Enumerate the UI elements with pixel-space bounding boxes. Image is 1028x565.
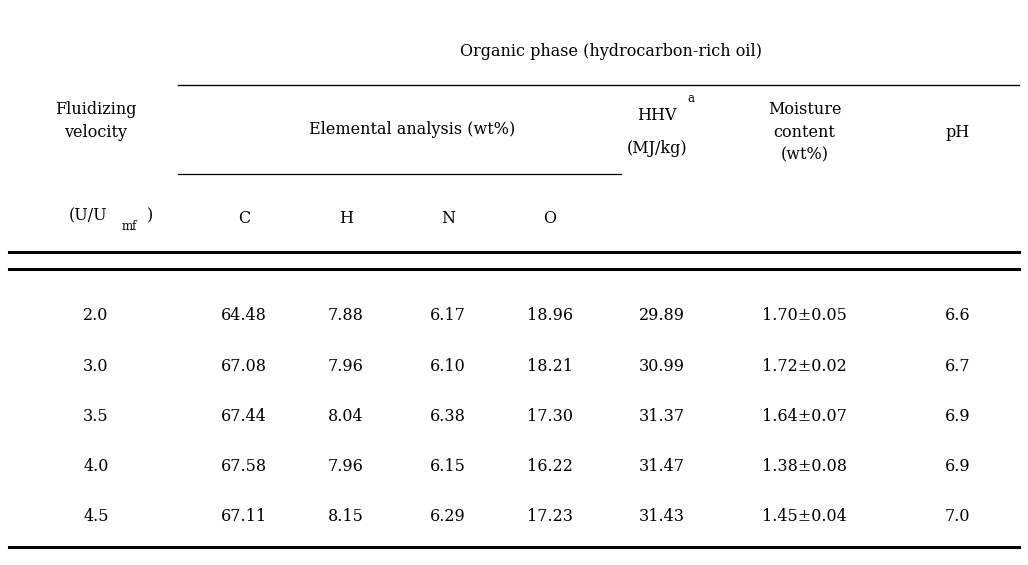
Text: 8.15: 8.15 <box>328 508 364 525</box>
Text: 6.6: 6.6 <box>945 307 970 324</box>
Text: velocity: velocity <box>65 124 127 141</box>
Text: 1.45±0.04: 1.45±0.04 <box>762 508 847 525</box>
Text: ): ) <box>147 207 153 224</box>
Text: 6.10: 6.10 <box>430 358 466 375</box>
Text: 3.5: 3.5 <box>83 407 109 425</box>
Text: mf: mf <box>122 220 138 233</box>
Text: 1.70±0.05: 1.70±0.05 <box>762 307 847 324</box>
Text: 7.96: 7.96 <box>328 358 364 375</box>
Text: 31.47: 31.47 <box>638 458 685 475</box>
Text: Fluidizing: Fluidizing <box>56 102 137 119</box>
Text: H: H <box>339 210 353 227</box>
Text: 31.43: 31.43 <box>638 508 685 525</box>
Text: pH: pH <box>946 124 969 141</box>
Text: 7.88: 7.88 <box>328 307 364 324</box>
Text: 6.15: 6.15 <box>430 458 466 475</box>
Text: 7.0: 7.0 <box>945 508 970 525</box>
Text: (MJ/kg): (MJ/kg) <box>626 140 687 158</box>
Text: 6.9: 6.9 <box>945 407 970 425</box>
Text: HHV: HHV <box>637 107 676 124</box>
Text: 8.04: 8.04 <box>328 407 364 425</box>
Text: 29.89: 29.89 <box>638 307 685 324</box>
Text: 6.9: 6.9 <box>945 458 970 475</box>
Text: 4.5: 4.5 <box>83 508 109 525</box>
Text: 67.58: 67.58 <box>221 458 267 475</box>
Text: 17.30: 17.30 <box>526 407 573 425</box>
Text: 17.23: 17.23 <box>526 508 573 525</box>
Text: (U/U: (U/U <box>69 207 107 224</box>
Text: 2.0: 2.0 <box>83 307 109 324</box>
Text: 3.0: 3.0 <box>83 358 109 375</box>
Text: 30.99: 30.99 <box>638 358 685 375</box>
Text: Elemental analysis (wt%): Elemental analysis (wt%) <box>308 121 515 138</box>
Text: 6.17: 6.17 <box>430 307 466 324</box>
Text: 67.44: 67.44 <box>221 407 266 425</box>
Text: 16.22: 16.22 <box>526 458 573 475</box>
Text: N: N <box>441 210 454 227</box>
Text: a: a <box>687 92 694 105</box>
Text: (wt%): (wt%) <box>780 146 829 163</box>
Text: 6.38: 6.38 <box>430 407 466 425</box>
Text: 4.0: 4.0 <box>83 458 109 475</box>
Text: 6.29: 6.29 <box>430 508 466 525</box>
Text: 1.38±0.08: 1.38±0.08 <box>762 458 847 475</box>
Text: 6.7: 6.7 <box>945 358 970 375</box>
Text: content: content <box>774 124 836 141</box>
Text: Organic phase (hydrocarbon-rich oil): Organic phase (hydrocarbon-rich oil) <box>460 43 762 60</box>
Text: 31.37: 31.37 <box>638 407 685 425</box>
Text: C: C <box>237 210 250 227</box>
Text: Moisture: Moisture <box>768 102 841 119</box>
Text: O: O <box>543 210 556 227</box>
Text: 64.48: 64.48 <box>221 307 266 324</box>
Text: 18.21: 18.21 <box>526 358 573 375</box>
Text: 67.11: 67.11 <box>221 508 267 525</box>
Text: 18.96: 18.96 <box>526 307 573 324</box>
Text: 7.96: 7.96 <box>328 458 364 475</box>
Text: 1.72±0.02: 1.72±0.02 <box>762 358 847 375</box>
Text: 1.64±0.07: 1.64±0.07 <box>762 407 847 425</box>
Text: 67.08: 67.08 <box>221 358 267 375</box>
